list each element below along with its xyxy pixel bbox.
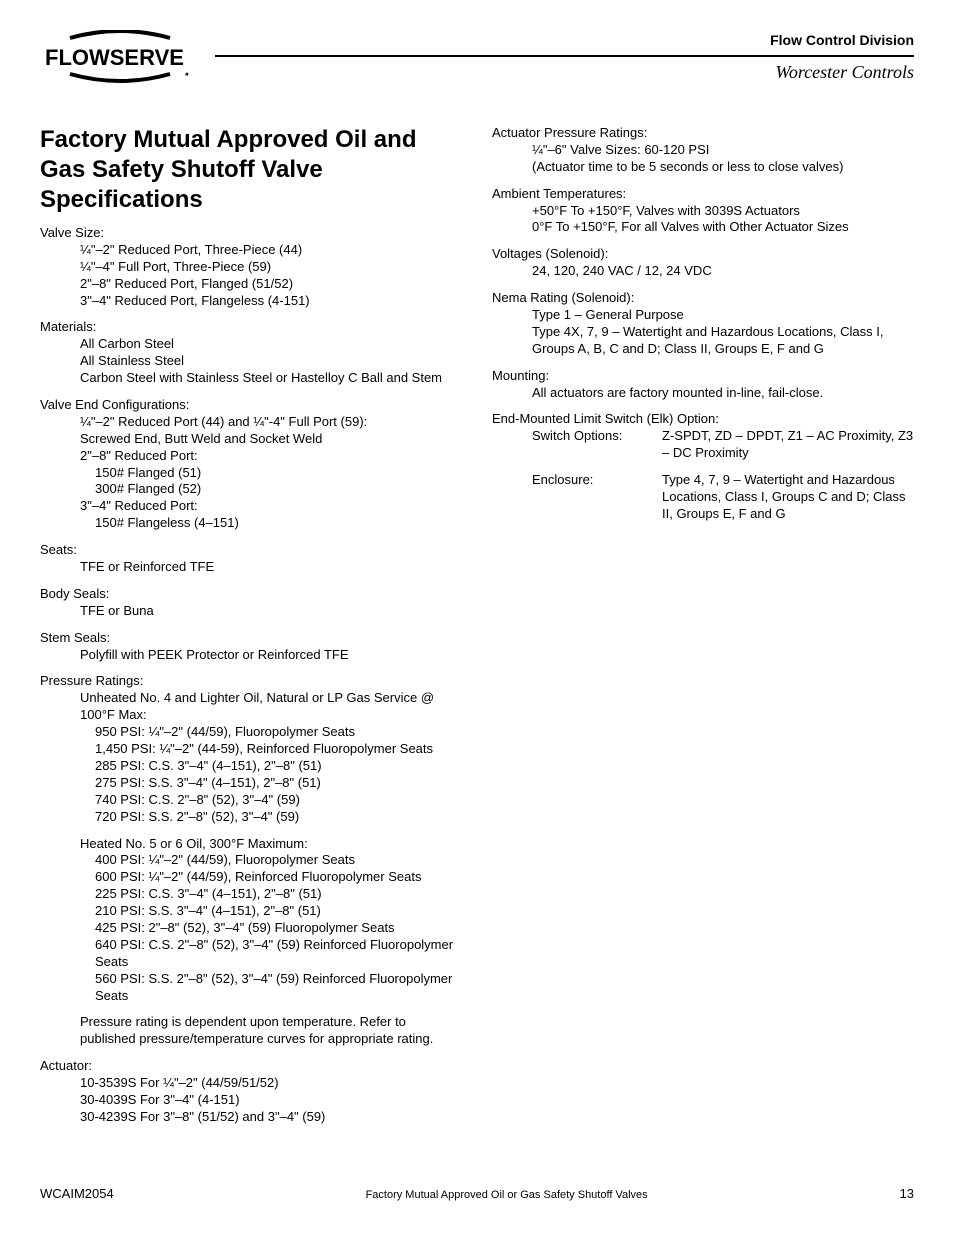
left-column: Factory Mutual Approved Oil and Gas Safe…: [40, 125, 462, 1126]
elk-label: End-Mounted Limit Switch (Elk) Option:: [492, 411, 914, 428]
actuator-body: 10-3539S For ¼"–2" (44/59/51/52) 30-4039…: [80, 1075, 462, 1126]
materials-line: Carbon Steel with Stainless Steel or Has…: [80, 370, 462, 387]
valve-size-line: ¼"–2" Reduced Port, Three-Piece (44): [80, 242, 462, 259]
pressure-line: 1,450 PSI: ¼"–2" (44-59), Reinforced Flu…: [95, 741, 462, 758]
pressure-line: 720 PSI: S.S. 2"–8" (52), 3"–4" (59): [95, 809, 462, 826]
actuator-label: Actuator:: [40, 1058, 462, 1075]
valve-size-line: 3"–4" Reduced Port, Flangeless (4-151): [80, 293, 462, 310]
materials-line: All Stainless Steel: [80, 353, 462, 370]
pressure-line: 640 PSI: C.S. 2"–8" (52), 3"–4" (59) Rei…: [95, 937, 462, 971]
elk-body: Switch Options: Z-SPDT, ZD – DPDT, Z1 – …: [532, 428, 914, 522]
valve-size-label: Valve Size:: [40, 225, 462, 242]
valve-size-line: 2"–8" Reduced Port, Flanged (51/52): [80, 276, 462, 293]
pressure-line: 285 PSI: C.S. 3"–4" (4–151), 2"–8" (51): [95, 758, 462, 775]
brand-label: Worcester Controls: [215, 61, 914, 84]
voltages-label: Voltages (Solenoid):: [492, 246, 914, 263]
end-config-body: ¼"–2" Reduced Port (44) and ¼"-4" Full P…: [80, 414, 462, 465]
footer-page-number: 13: [900, 1186, 914, 1203]
nema-line: Type 1 – General Purpose: [532, 307, 914, 324]
svg-text:R: R: [185, 72, 188, 77]
act-pressure-body: ¼"–6" Valve Sizes: 60-120 PSI (Actuator …: [532, 142, 914, 176]
content-columns: Factory Mutual Approved Oil and Gas Safe…: [40, 125, 914, 1126]
end-config-line: Screwed End, Butt Weld and Socket Weld: [80, 431, 462, 448]
voltages-value: 24, 120, 240 VAC / 12, 24 VDC: [532, 263, 914, 280]
elk-switch-val: Z-SPDT, ZD – DPDT, Z1 – AC Proximity, Z3…: [662, 428, 914, 462]
body-seals-value: TFE or Buna: [80, 603, 462, 620]
stem-seals-label: Stem Seals:: [40, 630, 462, 647]
nema-label: Nema Rating (Solenoid):: [492, 290, 914, 307]
materials-label: Materials:: [40, 319, 462, 336]
actuator-line: 10-3539S For ¼"–2" (44/59/51/52): [80, 1075, 462, 1092]
body-seals-label: Body Seals:: [40, 586, 462, 603]
pressure-line: 400 PSI: ¼"–2" (44/59), Fluoropolymer Se…: [95, 852, 462, 869]
elk-switch-row: Switch Options: Z-SPDT, ZD – DPDT, Z1 – …: [532, 428, 914, 462]
actuator-line: 30-4039S For 3"–4" (4-151): [80, 1092, 462, 1109]
end-config-line: 2"–8" Reduced Port:: [80, 448, 462, 465]
pressure-unheated: 950 PSI: ¼"–2" (44/59), Fluoropolymer Se…: [95, 724, 462, 825]
act-pressure-label: Actuator Pressure Ratings:: [492, 125, 914, 142]
elk-switch-key: Switch Options:: [532, 428, 662, 462]
flowserve-logo: FLOWSERVE R: [40, 30, 200, 85]
logo-text: FLOWSERVE: [45, 45, 184, 70]
materials-body: All Carbon Steel All Stainless Steel Car…: [80, 336, 462, 387]
end-config-sub: 150# Flanged (51) 300# Flanged (52): [95, 465, 462, 499]
actuator-line: 30-4239S For 3"–8" (51/52) and 3"–4" (59…: [80, 1109, 462, 1126]
pressure-line: 740 PSI: C.S. 2"–8" (52), 3"–4" (59): [95, 792, 462, 809]
seats-value: TFE or Reinforced TFE: [80, 559, 462, 576]
pressure-heated: 400 PSI: ¼"–2" (44/59), Fluoropolymer Se…: [95, 852, 462, 1004]
act-pressure-line: (Actuator time to be 5 seconds or less t…: [532, 159, 914, 176]
elk-enc-row: Enclosure: Type 4, 7, 9 – Watertight and…: [532, 472, 914, 523]
pressure-heated-head: Heated No. 5 or 6 Oil, 300°F Maximum:: [80, 836, 462, 853]
end-config-line: 150# Flanged (51): [95, 465, 462, 482]
end-config-label: Valve End Configurations:: [40, 397, 462, 414]
materials-line: All Carbon Steel: [80, 336, 462, 353]
end-config-line: 300# Flanged (52): [95, 481, 462, 498]
footer-doc-id: WCAIM2054: [40, 1186, 114, 1203]
ambient-body: +50°F To +150°F, Valves with 3039S Actua…: [532, 203, 914, 237]
page-title: Factory Mutual Approved Oil and Gas Safe…: [40, 125, 462, 215]
pressure-line: 600 PSI: ¼"–2" (44/59), Reinforced Fluor…: [95, 869, 462, 886]
pressure-line: 425 PSI: 2"–8" (52), 3"–4" (59) Fluoropo…: [95, 920, 462, 937]
header-rule: [215, 55, 914, 57]
end-config-line: 3"–4" Reduced Port:: [80, 498, 462, 515]
end-config-body2: 3"–4" Reduced Port:: [80, 498, 462, 515]
act-pressure-line: ¼"–6" Valve Sizes: 60-120 PSI: [532, 142, 914, 159]
end-config-sub2: 150# Flangeless (4–151): [95, 515, 462, 532]
valve-size-line: ¼"–4" Full Port, Three-Piece (59): [80, 259, 462, 276]
pressure-line: 275 PSI: S.S. 3"–4" (4–151), 2"–8" (51): [95, 775, 462, 792]
ambient-label: Ambient Temperatures:: [492, 186, 914, 203]
pressure-note: Pressure rating is dependent upon temper…: [80, 1014, 462, 1048]
footer-title: Factory Mutual Approved Oil or Gas Safet…: [366, 1188, 648, 1202]
nema-body: Type 1 – General Purpose Type 4X, 7, 9 –…: [532, 307, 914, 358]
valve-size-body: ¼"–2" Reduced Port, Three-Piece (44) ¼"–…: [80, 242, 462, 310]
mounting-label: Mounting:: [492, 368, 914, 385]
pressure-line: 210 PSI: S.S. 3"–4" (4–151), 2"–8" (51): [95, 903, 462, 920]
stem-seals-value: Polyfill with PEEK Protector or Reinforc…: [80, 647, 462, 664]
ambient-line: +50°F To +150°F, Valves with 3039S Actua…: [532, 203, 914, 220]
page-header: FLOWSERVE R Flow Control Division Worces…: [40, 30, 914, 85]
mounting-value: All actuators are factory mounted in-lin…: [532, 385, 914, 402]
pressure-line: 950 PSI: ¼"–2" (44/59), Fluoropolymer Se…: [95, 724, 462, 741]
ambient-line: 0°F To +150°F, For all Valves with Other…: [532, 219, 914, 236]
elk-enc-val: Type 4, 7, 9 – Watertight and Hazardous …: [662, 472, 914, 523]
nema-line: Type 4X, 7, 9 – Watertight and Hazardous…: [532, 324, 914, 358]
pressure-line: 225 PSI: C.S. 3"–4" (4–151), 2"–8" (51): [95, 886, 462, 903]
division-label: Flow Control Division: [215, 31, 914, 49]
pressure-label: Pressure Ratings:: [40, 673, 462, 690]
end-config-line: ¼"–2" Reduced Port (44) and ¼"-4" Full P…: [80, 414, 462, 431]
pressure-line: 560 PSI: S.S. 2"–8" (52), 3"–4" (59) Rei…: [95, 971, 462, 1005]
elk-enc-key: Enclosure:: [532, 472, 662, 523]
pressure-unheated-head: Unheated No. 4 and Lighter Oil, Natural …: [80, 690, 462, 724]
right-column: Actuator Pressure Ratings: ¼"–6" Valve S…: [492, 125, 914, 1126]
seats-label: Seats:: [40, 542, 462, 559]
page-footer: WCAIM2054 Factory Mutual Approved Oil or…: [40, 1186, 914, 1203]
end-config-line: 150# Flangeless (4–151): [95, 515, 462, 532]
